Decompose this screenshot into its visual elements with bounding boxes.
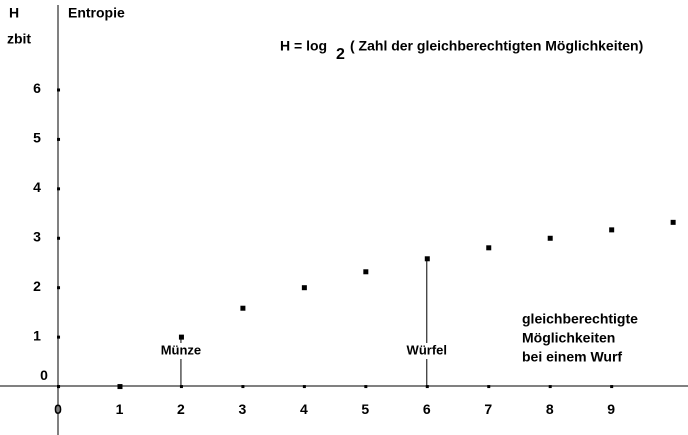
x-tick-label: 4 (300, 401, 308, 417)
x-tick (610, 385, 614, 389)
point (240, 305, 246, 311)
x-tick (548, 385, 552, 389)
formula-argument: ( Zahl der gleichberechtigten Möglichkei… (350, 38, 643, 54)
y-tick (57, 385, 61, 389)
x-tick-label: 0 (54, 401, 62, 417)
annotation: Münze (161, 342, 201, 357)
y-tick-label: 0 (40, 367, 48, 383)
point (486, 245, 492, 251)
x-tick (302, 385, 306, 389)
x-axis-label: Möglichkeiten (522, 330, 615, 346)
point (301, 285, 307, 291)
y-axis-unit: zbit (7, 31, 31, 47)
y-tick (57, 137, 61, 141)
annotation: Würfel (407, 342, 447, 357)
x-tick (179, 385, 183, 389)
y-tick (57, 88, 61, 92)
x-tick-label: 6 (423, 401, 431, 417)
x-tick-label: 2 (177, 401, 185, 417)
x-tick (364, 385, 368, 389)
x-tick-label: 9 (607, 401, 615, 417)
x-tick (487, 385, 491, 389)
x-tick (241, 385, 245, 389)
point (363, 269, 369, 275)
y-tick-label: 3 (33, 228, 41, 244)
y-tick-label: 4 (33, 179, 41, 195)
chart-title: Entropie (68, 5, 125, 21)
point (547, 235, 553, 241)
formula-subscript: 2 (336, 46, 345, 63)
point (424, 256, 430, 262)
y-tick-label: 1 (33, 327, 41, 343)
x-axis-label: bei einem Wurf (522, 349, 622, 365)
x-axis-label: gleichberechtigte (522, 311, 638, 327)
x-tick-label: 7 (484, 401, 492, 417)
formula: H = log (280, 38, 327, 54)
x-tick-label: 5 (361, 401, 369, 417)
point (117, 384, 123, 390)
y-tick (57, 187, 61, 191)
y-tick-label: 5 (33, 130, 41, 146)
y-tick (57, 236, 61, 240)
x-tick-label: 8 (546, 401, 554, 417)
y-tick-label: 2 (33, 278, 41, 294)
point (670, 219, 676, 225)
y-tick-label: 6 (33, 80, 41, 96)
y-tick (57, 286, 61, 290)
annotation-bg (154, 343, 207, 359)
y-tick (57, 335, 61, 339)
point (178, 334, 184, 340)
x-tick-label: 3 (239, 401, 247, 417)
x-tick (425, 385, 429, 389)
point (609, 227, 615, 233)
y-axis-label: H (9, 5, 19, 21)
x-tick-label: 1 (116, 401, 124, 417)
annotation-bg (400, 343, 453, 359)
